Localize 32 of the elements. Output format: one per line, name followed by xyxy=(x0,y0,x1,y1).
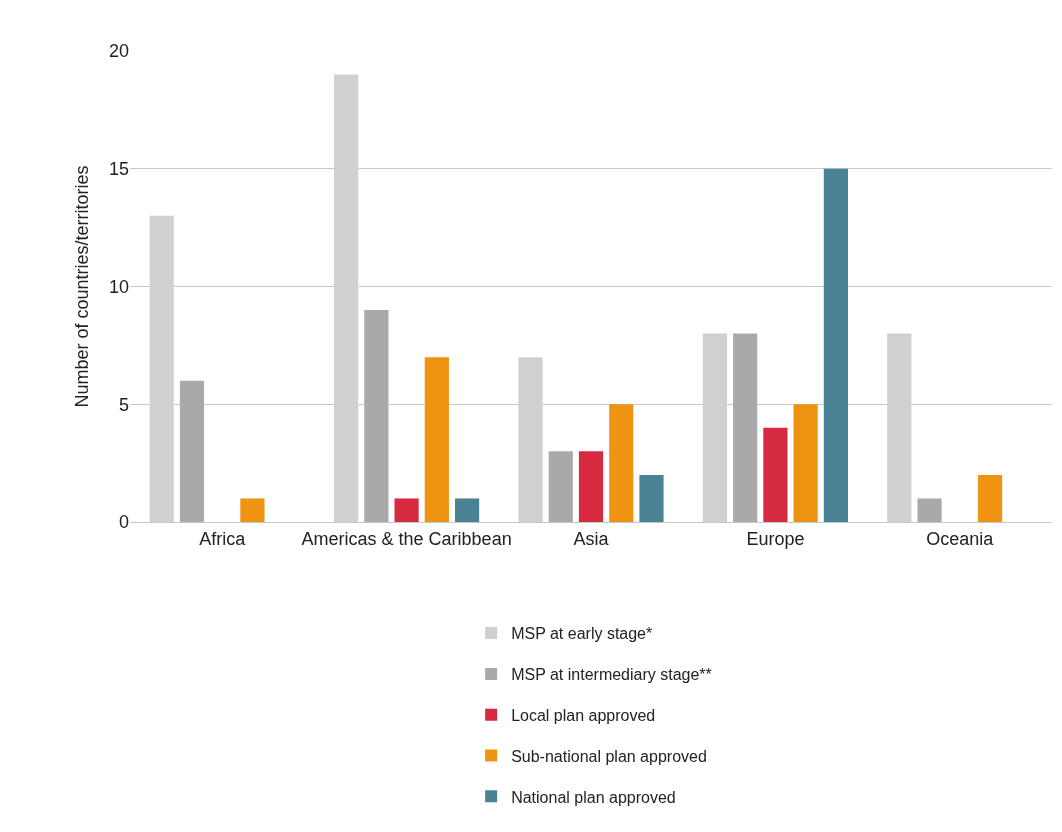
bar xyxy=(763,427,788,522)
legend-label: MSP at early stage* xyxy=(511,625,653,643)
bar xyxy=(733,333,758,522)
bar xyxy=(823,168,848,522)
bar xyxy=(364,310,389,522)
bar xyxy=(424,357,449,522)
legend-label: Local plan approved xyxy=(511,706,656,724)
x-tick-label: Oceania xyxy=(926,528,995,549)
legend-label: MSP at intermediary stage** xyxy=(511,666,712,684)
legend-label: Sub-national plan approved xyxy=(511,747,707,765)
x-tick-label: Americas & the Caribbean xyxy=(301,528,512,549)
bar xyxy=(179,380,205,522)
bar xyxy=(917,498,942,522)
y-tick-label: 10 xyxy=(108,276,129,297)
x-tick-label: Asia xyxy=(573,528,610,549)
y-axis-title: Number of countries/territories xyxy=(72,165,93,408)
bar xyxy=(977,474,1003,522)
y-tick-label: 5 xyxy=(118,394,129,415)
legend-label: National plan approved xyxy=(511,788,676,806)
y-tick-label: 20 xyxy=(108,41,129,62)
y-tick-label: 15 xyxy=(108,159,129,180)
bar xyxy=(548,451,573,522)
bar xyxy=(454,498,480,522)
x-tick-label: Africa xyxy=(199,528,247,549)
bar xyxy=(639,474,664,522)
bar xyxy=(578,451,604,522)
bar xyxy=(394,498,419,522)
x-tick-label: Europe xyxy=(746,528,805,549)
bar xyxy=(609,404,634,522)
y-tick-label: 0 xyxy=(118,512,129,533)
bar xyxy=(240,498,265,522)
bar xyxy=(793,404,818,522)
